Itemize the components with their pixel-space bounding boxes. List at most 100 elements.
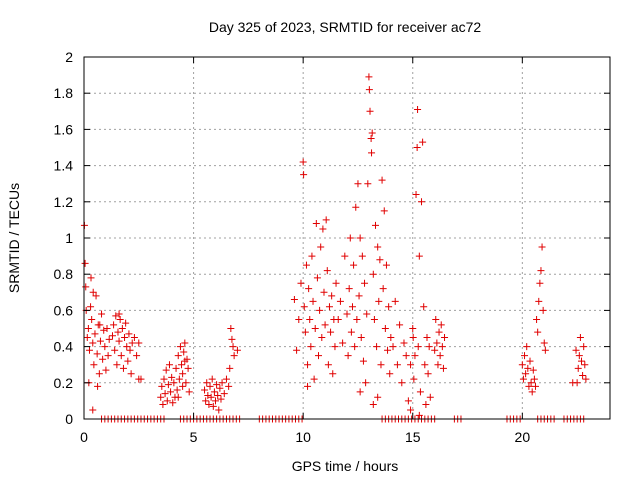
data-point-s0-177 [368,149,376,157]
data-point-s0-140 [324,361,332,369]
data-point-s0-42 [121,334,129,342]
data-point-s0-81 [184,364,192,372]
data-point-s0-130 [313,274,321,282]
data-point-s0-188 [379,285,387,293]
data-point-s0-132 [316,306,324,314]
data-point-s0-204 [400,339,408,347]
data-point-s0-119 [301,328,309,336]
data-point-s0-31 [108,332,116,340]
data-point-s0-78 [181,339,189,347]
data-point-s0-94 [209,402,217,410]
y-tick-label-6: 1.2 [54,194,74,210]
data-point-s0-108 [228,335,236,343]
data-point-s0-62 [163,397,171,405]
data-point-s0-251 [531,382,539,390]
data-point-s0-203 [398,379,406,387]
data-point-s0-234 [436,352,444,360]
data-point-s0-197 [369,401,377,409]
data-point-s0-136 [320,288,328,296]
data-point-s0-150 [336,297,344,305]
data-point-s0-155 [345,285,353,293]
data-point-s0-5 [84,325,92,332]
data-point-s0-183 [374,243,382,251]
data-point-s0-195 [387,334,395,342]
data-point-s0-48 [127,370,135,378]
data-point-s0-201 [393,361,401,369]
data-point-s0-165 [356,234,364,242]
data-point-s0-202 [396,321,404,329]
data-point-s0-59 [160,375,168,383]
data-point-s0-198 [374,393,382,401]
data-point-s0-172 [364,180,372,188]
data-point-s0-228 [415,411,423,419]
data-point-s0-206 [404,397,412,405]
data-point-s0-139 [323,267,331,275]
data-point-s0-53 [135,339,143,347]
data-point-s0-173 [365,73,373,81]
data-point-s0-37 [115,337,123,345]
data-point-s0-158 [348,303,356,311]
data-point-s0-18 [99,355,107,363]
data-point-s0-125 [308,252,316,260]
data-points [80,73,590,423]
data-point-s0-32 [110,321,118,329]
data-point-s0-24 [105,335,113,343]
data-point-s0-263 [575,352,583,360]
data-point-s0-126 [309,297,317,305]
chart-title: Day 325 of 2023, SRMTID for receiver ac7… [209,19,482,35]
data-point-s0-271 [569,379,577,387]
data-point-s0-154 [344,352,352,360]
x-tick-label-0: 0 [80,429,88,445]
data-point-s0-116 [299,158,307,166]
data-point-s0-262 [574,364,582,372]
data-point-s0-122 [305,285,313,293]
data-point-s0-41 [119,364,127,372]
data-point-s0-243 [523,343,531,351]
data-point-s0-266 [579,372,587,380]
data-point-s0-65 [167,388,175,396]
data-point-s0-98 [214,391,222,399]
data-point-s0-61 [162,366,170,374]
data-point-s0-215 [414,343,422,351]
data-point-s0-270 [572,346,580,354]
data-point-s0-104 [222,375,230,383]
x-tick-label-1: 5 [190,429,198,445]
data-point-s0-52 [133,352,141,360]
data-point-s0-218 [418,198,426,206]
data-point-s0-67 [169,399,177,407]
data-point-s0-205 [402,352,410,360]
data-point-s0-216 [415,252,423,260]
data-point-s0-56 [157,393,165,401]
data-point-s0-11 [91,330,99,338]
data-point-s0-49 [128,339,136,347]
data-point-s0-117 [300,171,308,179]
data-point-s0-110 [230,352,238,360]
data-point-s0-176 [367,134,375,142]
data-point-s0-268 [581,361,589,369]
data-point-s0-199 [389,343,397,351]
data-point-s0-68 [170,379,178,387]
data-point-s0-213 [413,144,421,151]
data-point-s0-109 [229,343,237,351]
data-point-s0-4 [83,334,91,342]
data-point-s0-85 [181,357,189,365]
data-point-s0-264 [576,334,584,342]
data-point-s0-38 [116,315,124,323]
data-point-s0-223 [423,334,431,342]
data-point-s0-184 [375,297,383,305]
data-point-s0-138 [322,216,330,224]
y-axis-label: SRMTID / TECUs [6,183,22,293]
data-point-s0-16 [96,337,104,345]
data-point-s0-167 [358,252,366,260]
data-point-s0-111 [233,346,241,354]
data-point-s0-115 [297,279,305,287]
data-point-s0-101 [217,395,225,403]
data-point-s0-70 [172,364,180,372]
data-point-s0-160 [351,343,359,351]
data-point-s0-121 [304,361,312,369]
x-tick-label-4: 20 [515,429,531,445]
data-point-s0-180 [370,315,378,323]
data-point-s0-84 [179,382,187,390]
data-point-s0-66 [168,373,176,381]
data-point-s0-46 [125,330,133,338]
